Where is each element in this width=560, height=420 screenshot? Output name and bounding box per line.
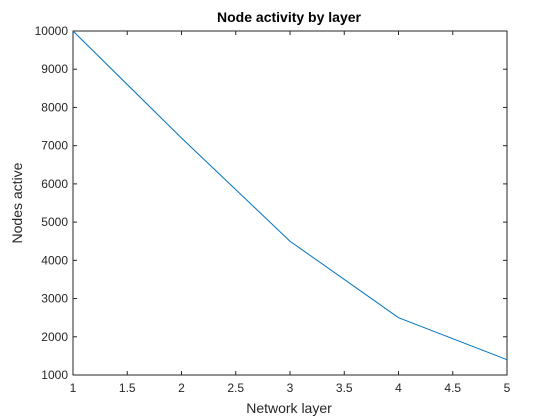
y-tick-label: 5000 [41, 215, 68, 229]
y-axis-label: Nodes active [9, 162, 25, 243]
y-tick-label: 2000 [41, 330, 68, 344]
y-tick-label: 8000 [41, 100, 68, 114]
axes-box [72, 30, 508, 376]
plot-area [72, 30, 508, 376]
y-axis-ticks: 1000 2000 3000 4000 5000 6000 7000 8000 9000 1000… [35, 24, 507, 382]
x-tick-label: 2.5 [227, 381, 244, 395]
x-tick-label: 3.5 [336, 381, 353, 395]
chart-title: Node activity by layer [217, 9, 362, 25]
x-tick-label: 3 [287, 381, 294, 395]
series-line [72, 30, 508, 361]
x-tick-label: 1 [70, 381, 77, 395]
x-tick-label: 5 [504, 381, 511, 395]
y-tick-label: 10000 [35, 24, 69, 38]
y-tick-label: 9000 [41, 62, 68, 76]
y-tick-label: 6000 [41, 177, 68, 191]
x-axis-ticks: 1 1.5 2 2.5 3 3.5 4 4.5 5 [70, 31, 511, 395]
y-tick-label: 4000 [41, 253, 68, 267]
series-group [72, 30, 508, 361]
x-tick-label: 4.5 [444, 381, 461, 395]
x-axis-label: Network layer [246, 400, 332, 416]
x-tick-label: 1.5 [119, 381, 136, 395]
y-tick-label: 7000 [41, 139, 68, 153]
y-tick-label: 1000 [41, 368, 68, 382]
x-tick-label: 4 [395, 381, 402, 395]
x-tick-label: 2 [178, 381, 185, 395]
y-tick-label: 3000 [41, 292, 68, 306]
